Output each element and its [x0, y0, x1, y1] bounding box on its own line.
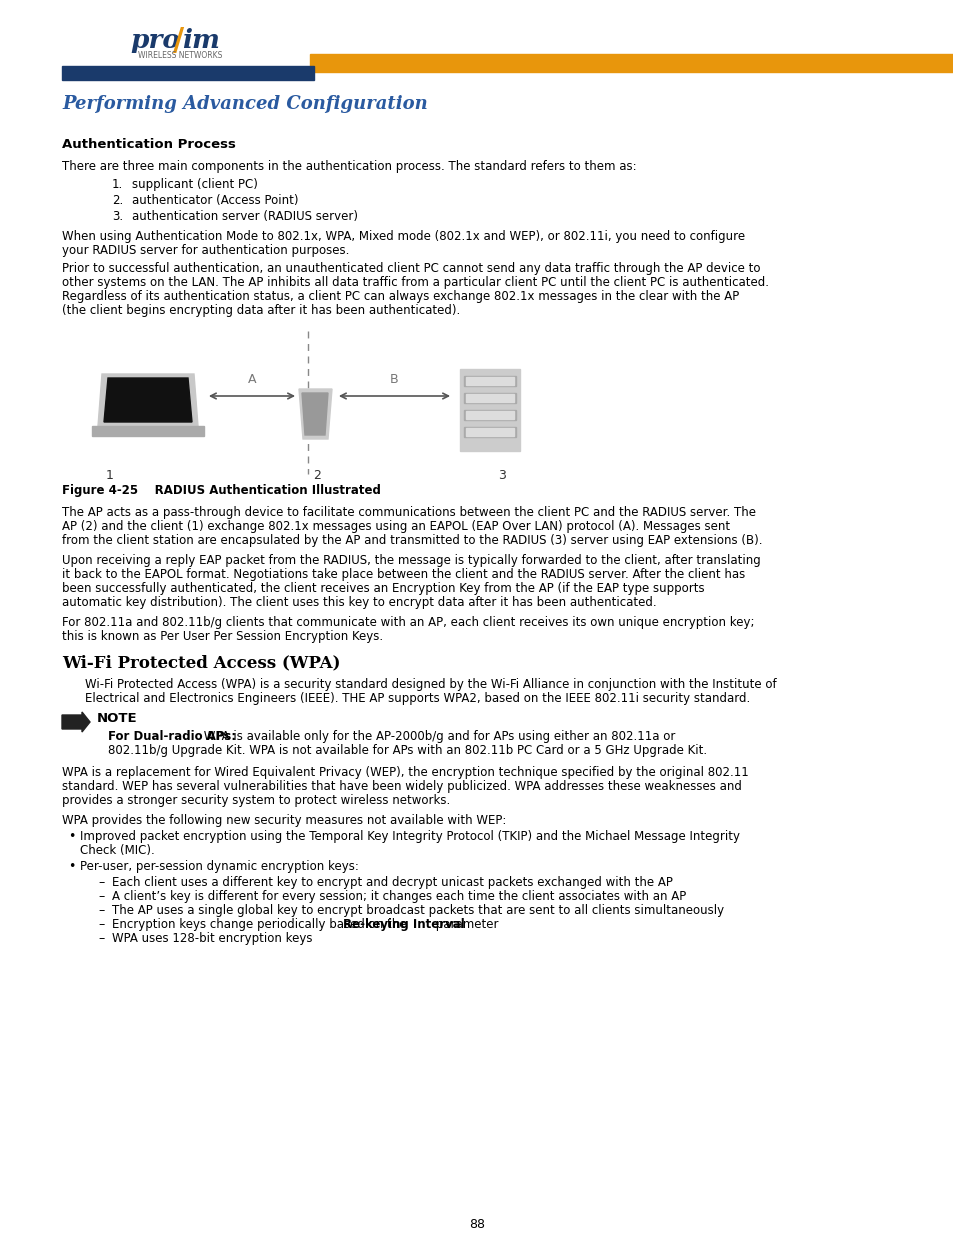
Text: When using Authentication Mode to 802.1x, WPA, Mixed mode (802.1x and WEP), or 8: When using Authentication Mode to 802.1x…: [62, 230, 744, 243]
Polygon shape: [298, 389, 332, 438]
Text: For Dual-radio APs:: For Dual-radio APs:: [108, 730, 236, 743]
Text: been successfully authenticated, the client receives an Encryption Key from the : been successfully authenticated, the cli…: [62, 582, 704, 595]
Polygon shape: [302, 393, 328, 435]
Text: WIRELESS NETWORKS: WIRELESS NETWORKS: [138, 51, 222, 61]
Text: –: –: [98, 890, 104, 903]
Polygon shape: [465, 429, 514, 436]
Text: Authentication Process: Authentication Process: [62, 138, 235, 151]
Polygon shape: [465, 411, 514, 419]
Text: authentication server (RADIUS server): authentication server (RADIUS server): [132, 210, 357, 224]
Text: A: A: [248, 373, 256, 387]
Text: /: /: [172, 26, 184, 57]
Polygon shape: [98, 374, 198, 426]
Text: Wi-Fi Protected Access (WPA) is a security standard designed by the Wi-Fi Allian: Wi-Fi Protected Access (WPA) is a securi…: [85, 678, 776, 692]
Text: 802.11b/g Upgrade Kit. WPA is not available for APs with an 802.11b PC Card or a: 802.11b/g Upgrade Kit. WPA is not availa…: [108, 743, 706, 757]
Text: from the client station are encapsulated by the AP and transmitted to the RADIUS: from the client station are encapsulated…: [62, 534, 761, 547]
Text: Improved packet encryption using the Temporal Key Integrity Protocol (TKIP) and : Improved packet encryption using the Tem…: [80, 830, 740, 844]
Text: 88: 88: [469, 1218, 484, 1231]
Polygon shape: [104, 378, 192, 422]
Text: Wi-Fi Protected Access (WPA): Wi-Fi Protected Access (WPA): [62, 655, 340, 671]
Text: •: •: [68, 860, 75, 873]
Bar: [62, 65, 314, 80]
Polygon shape: [62, 713, 90, 732]
Text: pro: pro: [130, 28, 180, 53]
Text: Encryption keys change periodically based on the: Encryption keys change periodically base…: [112, 918, 410, 931]
Polygon shape: [463, 427, 516, 437]
Text: WPA is a replacement for Wired Equivalent Privacy (WEP), the encryption techniqu: WPA is a replacement for Wired Equivalen…: [62, 766, 748, 779]
Polygon shape: [465, 394, 514, 403]
Text: 1.: 1.: [112, 178, 123, 191]
Text: supplicant (client PC): supplicant (client PC): [132, 178, 257, 191]
Text: automatic key distribution). The client uses this key to encrypt data after it h: automatic key distribution). The client …: [62, 597, 656, 609]
Text: other systems on the LAN. The AP inhibits all data traffic from a particular cli: other systems on the LAN. The AP inhibit…: [62, 275, 768, 289]
Text: WPA uses 128-bit encryption keys: WPA uses 128-bit encryption keys: [112, 932, 313, 945]
Text: provides a stronger security system to protect wireless networks.: provides a stronger security system to p…: [62, 794, 450, 806]
Text: WPA provides the following new security measures not available with WEP:: WPA provides the following new security …: [62, 814, 506, 827]
Text: For 802.11a and 802.11b/g clients that communicate with an AP, each client recei: For 802.11a and 802.11b/g clients that c…: [62, 616, 754, 629]
Text: im: im: [182, 28, 219, 53]
Text: WPA is available only for the AP-2000b/g and for APs using either an 802.11a or: WPA is available only for the AP-2000b/g…: [200, 730, 675, 743]
Text: 2.: 2.: [112, 194, 123, 207]
Text: authenticator (Access Point): authenticator (Access Point): [132, 194, 298, 207]
Text: B: B: [390, 373, 398, 387]
Text: Performing Advanced Configuration: Performing Advanced Configuration: [62, 95, 427, 112]
Text: –: –: [98, 904, 104, 918]
Text: A client’s key is different for every session; it changes each time the client a: A client’s key is different for every se…: [112, 890, 685, 903]
Text: Check (MIC).: Check (MIC).: [80, 844, 154, 857]
Polygon shape: [463, 375, 516, 387]
Text: Per-user, per-session dynamic encryption keys:: Per-user, per-session dynamic encryption…: [80, 860, 358, 873]
Text: this is known as Per User Per Session Encryption Keys.: this is known as Per User Per Session En…: [62, 630, 383, 643]
Polygon shape: [91, 426, 204, 436]
Polygon shape: [459, 369, 519, 451]
Text: –: –: [98, 876, 104, 889]
Text: NOTE: NOTE: [97, 713, 137, 725]
Text: 2: 2: [313, 469, 320, 482]
Text: Upon receiving a reply EAP packet from the RADIUS, the message is typically forw: Upon receiving a reply EAP packet from t…: [62, 555, 760, 567]
Text: Regardless of its authentication status, a client PC can always exchange 802.1x : Regardless of its authentication status,…: [62, 290, 739, 303]
Text: The AP acts as a pass-through device to facilitate communications between the cl: The AP acts as a pass-through device to …: [62, 506, 755, 519]
Polygon shape: [463, 393, 516, 403]
Text: (the client begins encrypting data after it has been authenticated).: (the client begins encrypting data after…: [62, 304, 459, 317]
Polygon shape: [465, 377, 514, 385]
Text: 3.: 3.: [112, 210, 123, 224]
Polygon shape: [463, 410, 516, 420]
Text: AP (2) and the client (1) exchange 802.1x messages using an EAPOL (EAP Over LAN): AP (2) and the client (1) exchange 802.1…: [62, 520, 729, 534]
Bar: [310, 54, 953, 72]
Text: your RADIUS server for authentication purposes.: your RADIUS server for authentication pu…: [62, 245, 349, 257]
Text: Re-keying Interval: Re-keying Interval: [343, 918, 464, 931]
Text: There are three main components in the authentication process. The standard refe: There are three main components in the a…: [62, 161, 636, 173]
Text: Each client uses a different key to encrypt and decrypt unicast packets exchange: Each client uses a different key to encr…: [112, 876, 672, 889]
Text: parameter: parameter: [432, 918, 498, 931]
Text: Figure 4-25    RADIUS Authentication Illustrated: Figure 4-25 RADIUS Authentication Illust…: [62, 484, 380, 496]
Text: Electrical and Electronics Engineers (IEEE). THE AP supports WPA2, based on the : Electrical and Electronics Engineers (IE…: [85, 692, 749, 705]
Text: •: •: [68, 830, 75, 844]
Text: The AP uses a single global key to encrypt broadcast packets that are sent to al: The AP uses a single global key to encry…: [112, 904, 723, 918]
Text: it back to the EAPOL format. Negotiations take place between the client and the : it back to the EAPOL format. Negotiation…: [62, 568, 744, 580]
Text: Prior to successful authentication, an unauthenticated client PC cannot send any: Prior to successful authentication, an u…: [62, 262, 760, 275]
Text: standard. WEP has several vulnerabilities that have been widely publicized. WPA : standard. WEP has several vulnerabilitie…: [62, 781, 741, 793]
Text: –: –: [98, 918, 104, 931]
Text: 1: 1: [106, 469, 113, 482]
Text: 3: 3: [497, 469, 505, 482]
Text: –: –: [98, 932, 104, 945]
